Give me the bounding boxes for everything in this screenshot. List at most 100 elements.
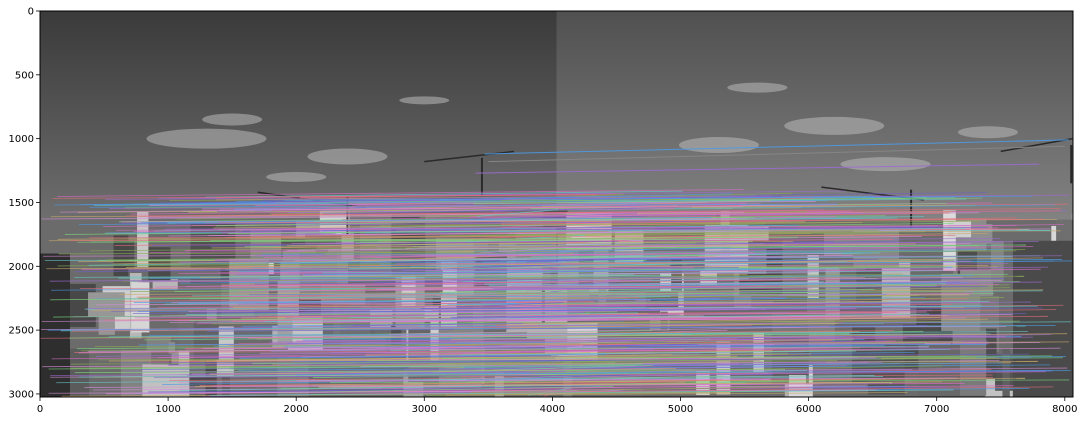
axes-frame xyxy=(39,10,1074,398)
match-line xyxy=(295,370,1071,376)
cloud xyxy=(957,126,1018,139)
match-line xyxy=(345,321,1000,329)
x-tick-label: 5000 xyxy=(668,404,693,415)
match-line xyxy=(277,300,594,307)
match-line xyxy=(359,313,1013,322)
match-line xyxy=(140,216,712,223)
y-tick-label: 1500 xyxy=(9,198,34,209)
match-line xyxy=(349,312,638,319)
match-line xyxy=(401,264,561,271)
match-line xyxy=(88,234,956,239)
match-line xyxy=(473,197,927,205)
cloud xyxy=(678,137,759,154)
match-line xyxy=(219,205,743,211)
match-line xyxy=(48,364,653,370)
match-line xyxy=(118,215,886,223)
match-line xyxy=(215,218,625,227)
match-line xyxy=(149,246,1034,253)
match-line xyxy=(439,284,937,293)
match-line xyxy=(352,202,747,207)
match-line xyxy=(318,381,961,387)
match-line xyxy=(523,212,950,220)
match-line xyxy=(404,362,883,371)
match-line xyxy=(460,350,856,356)
match-line xyxy=(78,345,583,354)
match-line xyxy=(57,189,744,197)
cloud xyxy=(727,82,788,93)
match-line xyxy=(188,307,757,312)
match-line xyxy=(322,267,839,274)
match-line xyxy=(148,211,745,219)
match-line xyxy=(322,206,693,215)
match-line xyxy=(330,379,1070,384)
match-line xyxy=(365,227,966,233)
match-line xyxy=(152,240,619,246)
match-line xyxy=(469,242,696,249)
match-line xyxy=(209,368,677,375)
building xyxy=(1002,349,1010,397)
match-line xyxy=(438,193,733,201)
match-line xyxy=(450,333,1068,340)
match-line xyxy=(470,386,781,393)
match-line xyxy=(476,275,1025,280)
match-line xyxy=(440,229,879,237)
match-line xyxy=(470,212,863,217)
match-line xyxy=(215,253,690,261)
x-tick-label: 3000 xyxy=(412,404,437,415)
match-line xyxy=(74,368,786,374)
match-line xyxy=(456,302,564,308)
match-line xyxy=(496,287,1011,294)
match-line xyxy=(130,208,675,215)
cloud xyxy=(399,96,450,105)
match-line xyxy=(269,334,1052,343)
x-tick-label: 7000 xyxy=(924,404,949,415)
match-line xyxy=(189,294,970,300)
match-line xyxy=(290,220,734,226)
match-line xyxy=(407,347,627,354)
left-wall xyxy=(40,253,70,397)
x-tick-label: 0 xyxy=(37,404,43,415)
match-line xyxy=(214,255,1063,261)
match-line xyxy=(123,297,640,302)
crane-jib xyxy=(424,150,515,163)
match-line xyxy=(153,374,774,378)
match-line xyxy=(409,347,852,355)
right-wall xyxy=(1013,240,1073,397)
building xyxy=(660,311,668,330)
x-axis-ticks: 0 1000 2000 3000 4000 5000 6000 7000 8000 xyxy=(37,397,1078,415)
building xyxy=(193,319,219,361)
match-line xyxy=(301,272,811,276)
match-line xyxy=(278,360,592,366)
match-line xyxy=(209,389,954,396)
match-line xyxy=(459,263,688,269)
y-tick-label: 3000 xyxy=(9,389,34,400)
match-line xyxy=(157,350,572,358)
match-line xyxy=(136,291,741,298)
match-line xyxy=(385,295,779,302)
y-tick-label: 2000 xyxy=(9,262,34,273)
x-tick-label: 2000 xyxy=(283,404,308,415)
match-line xyxy=(199,307,1043,314)
match-line xyxy=(420,302,920,309)
match-line xyxy=(278,259,1063,264)
match-line xyxy=(393,333,621,338)
match-line xyxy=(218,267,694,274)
match-line xyxy=(143,333,850,341)
match-line xyxy=(56,375,875,384)
match-line xyxy=(280,386,614,394)
match-line xyxy=(488,281,824,286)
match-line xyxy=(389,326,830,335)
match-line xyxy=(286,241,794,247)
match-line xyxy=(446,392,908,396)
cloud xyxy=(784,116,885,135)
match-line xyxy=(424,280,1002,288)
match-line xyxy=(221,279,840,286)
y-axis-ticks: 0 500 1000 1500 2000 2500 3000 xyxy=(9,7,40,400)
match-line xyxy=(259,273,903,281)
panorama-image xyxy=(40,11,1073,397)
y-tick-label: 500 xyxy=(15,70,34,81)
match-line xyxy=(287,336,1033,344)
match-line xyxy=(187,370,566,376)
